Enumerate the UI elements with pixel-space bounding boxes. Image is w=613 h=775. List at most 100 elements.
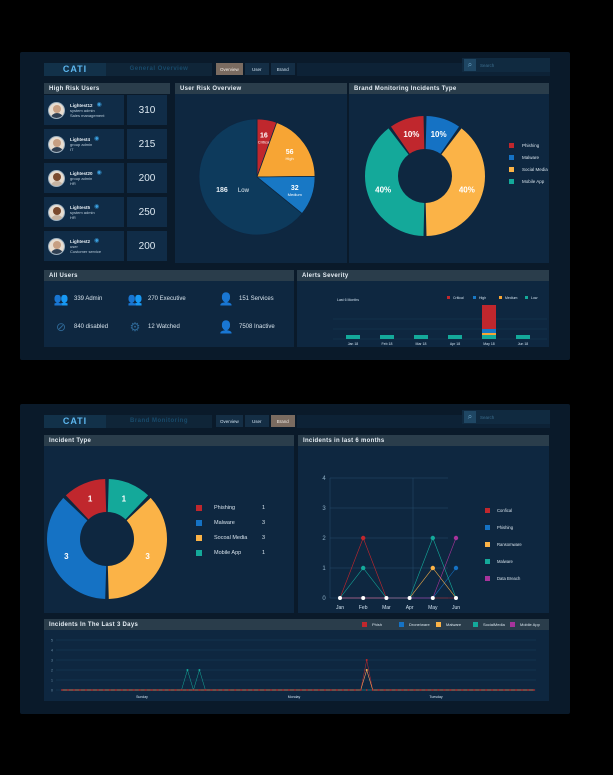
data-point[interactable] [453, 565, 459, 571]
user-name: Lightest5 ◉ [70, 203, 100, 210]
search-box[interactable]: ⌕ Search [462, 58, 550, 72]
high-risk-user-row[interactable]: Lightest5 ◉ system admin HR 250 [44, 197, 170, 227]
x-tick-label: Jun 18 [518, 342, 529, 346]
alerts-severity-chart: Last 6 Months Critical High Medium Low Jan 18… [333, 296, 547, 346]
user-stat[interactable]: ⊘ 840 disabled [52, 320, 108, 334]
baseline-point[interactable] [384, 596, 389, 600]
tab-brand[interactable]: Brand [270, 415, 295, 427]
x-tick-label: Mar 18 [416, 342, 427, 346]
brand-monitoring-dashboard: CATI Brand Monitoring Overview User Bran… [20, 404, 570, 714]
donut-slice-phishing[interactable] [390, 116, 425, 154]
baseline-point[interactable] [407, 596, 412, 600]
user-stat[interactable]: 👤 151 Services [217, 292, 274, 306]
data-point[interactable] [198, 669, 201, 671]
x-tick-label: Monday [288, 695, 301, 699]
x-tick-label: Apr [406, 605, 414, 611]
pie-slice-low[interactable] [198, 118, 303, 236]
eye-icon[interactable]: ◉ [96, 101, 102, 108]
high-risk-user-row[interactable]: Lightest2 ◉ user Customer service 200 [44, 231, 170, 261]
tab-overview[interactable]: Overview [216, 63, 243, 75]
alert-bar-medium[interactable] [482, 333, 496, 335]
donut-slice-mobile-app[interactable] [365, 128, 425, 236]
search-icon[interactable]: ⌕ [464, 411, 476, 423]
slice-value-label: 186 [216, 187, 228, 194]
eye-icon[interactable]: ◉ [96, 169, 102, 176]
incident-type-title: Incident Type [44, 435, 294, 446]
tab-user[interactable]: User [244, 63, 269, 75]
high-risk-user-row[interactable]: Lightest12 ◉ system admin Sales management 3… [44, 95, 170, 125]
baseline-point [144, 689, 147, 691]
alert-bar-low[interactable] [448, 335, 462, 339]
baseline-point[interactable] [454, 596, 458, 600]
baseline-point [294, 689, 296, 691]
x-tick-label: May [428, 605, 438, 611]
donut-slice-social-media[interactable] [425, 128, 485, 236]
search-icon[interactable]: ⌕ [464, 59, 476, 71]
dashboard-subtitle: General Overview [106, 62, 212, 76]
user-text: Lightest2 ◉ user Customer service [70, 237, 101, 254]
donut-slice-malware[interactable] [46, 497, 107, 599]
user-stat[interactable]: 👥 270 Executive [126, 292, 186, 306]
legend-swatch [196, 535, 202, 541]
alert-bar-low[interactable] [482, 335, 496, 339]
user-name-text: Lightest5 [70, 204, 91, 210]
high-risk-user-row[interactable]: Lightest20 ◉ group admin HR 200 [44, 163, 170, 193]
donut-slice-mobile-app[interactable] [107, 479, 149, 520]
user-name: Lightest12 ◉ [70, 101, 104, 108]
alert-bar-critical[interactable] [482, 305, 496, 329]
high-risk-users-panel: High Risk Users Lightest12 ◉ system admin S… [44, 83, 170, 263]
data-point[interactable] [430, 535, 435, 541]
baseline-point [521, 689, 523, 691]
tab-user[interactable]: User [244, 415, 269, 427]
alert-bar-low[interactable] [414, 335, 428, 339]
alert-bar-high[interactable] [482, 329, 496, 333]
baseline-point[interactable] [430, 596, 435, 600]
alert-bar-low[interactable] [346, 335, 360, 339]
data-point[interactable] [453, 535, 459, 541]
data-point[interactable] [361, 535, 366, 541]
y-tick-label: 3 [51, 659, 53, 663]
donut-slice-malware[interactable] [425, 116, 460, 154]
x-tick-label: Jan 18 [348, 342, 359, 346]
alert-bar-low[interactable] [516, 335, 530, 339]
donut-slice-phishing[interactable] [65, 479, 107, 520]
baseline-point [276, 689, 278, 691]
baseline-point [365, 689, 368, 691]
alert-bar-low[interactable] [380, 335, 394, 339]
donut-slice-socoal-media[interactable] [107, 497, 168, 599]
legend-item: Social Media [509, 167, 548, 172]
legend-label: Malware [497, 559, 513, 564]
baseline-point [156, 689, 159, 691]
pie-slice-high[interactable] [256, 121, 316, 178]
tab-brand[interactable]: Brand [270, 63, 295, 75]
legend-label: Mobile App [214, 550, 242, 556]
search-input[interactable]: Search [480, 62, 495, 68]
eye-icon[interactable]: ◉ [94, 237, 100, 244]
data-point[interactable] [365, 669, 368, 671]
slice-name-label: Low [238, 188, 250, 194]
baseline-point [192, 689, 195, 691]
data-point[interactable] [186, 669, 189, 671]
user-stat[interactable]: 👥 339 Admin [52, 292, 103, 306]
data-point[interactable] [430, 565, 435, 571]
baseline-point [533, 689, 535, 691]
data-point[interactable] [365, 659, 368, 661]
legend-label: Phishing [497, 525, 514, 530]
baseline-point[interactable] [361, 596, 366, 600]
baseline-point[interactable] [338, 596, 342, 600]
all-users-title: All Users [44, 270, 294, 281]
high-risk-user-row[interactable]: Lightest4 ◉ group admin IT 215 [44, 129, 170, 159]
tab-overview[interactable]: Overview [216, 415, 243, 427]
user-stat[interactable]: 👤 7508 Inactive [217, 320, 275, 334]
legend-swatch [362, 622, 367, 627]
slice-name-label: Medium [288, 192, 303, 197]
data-point[interactable] [361, 565, 366, 571]
user-name-text: Lightest4 [70, 136, 91, 142]
user-stat[interactable]: ⚙ 12 Watched [126, 320, 180, 334]
search-box[interactable]: ⌕ Search [462, 410, 550, 424]
eye-icon[interactable]: ◉ [94, 135, 100, 142]
search-input[interactable]: Search [480, 414, 495, 420]
baseline-point [61, 689, 63, 691]
eye-icon[interactable]: ◉ [94, 203, 100, 210]
incidents-3-days-panel: Incidents In The Last 3 Days Phish Drone/… [44, 619, 549, 701]
